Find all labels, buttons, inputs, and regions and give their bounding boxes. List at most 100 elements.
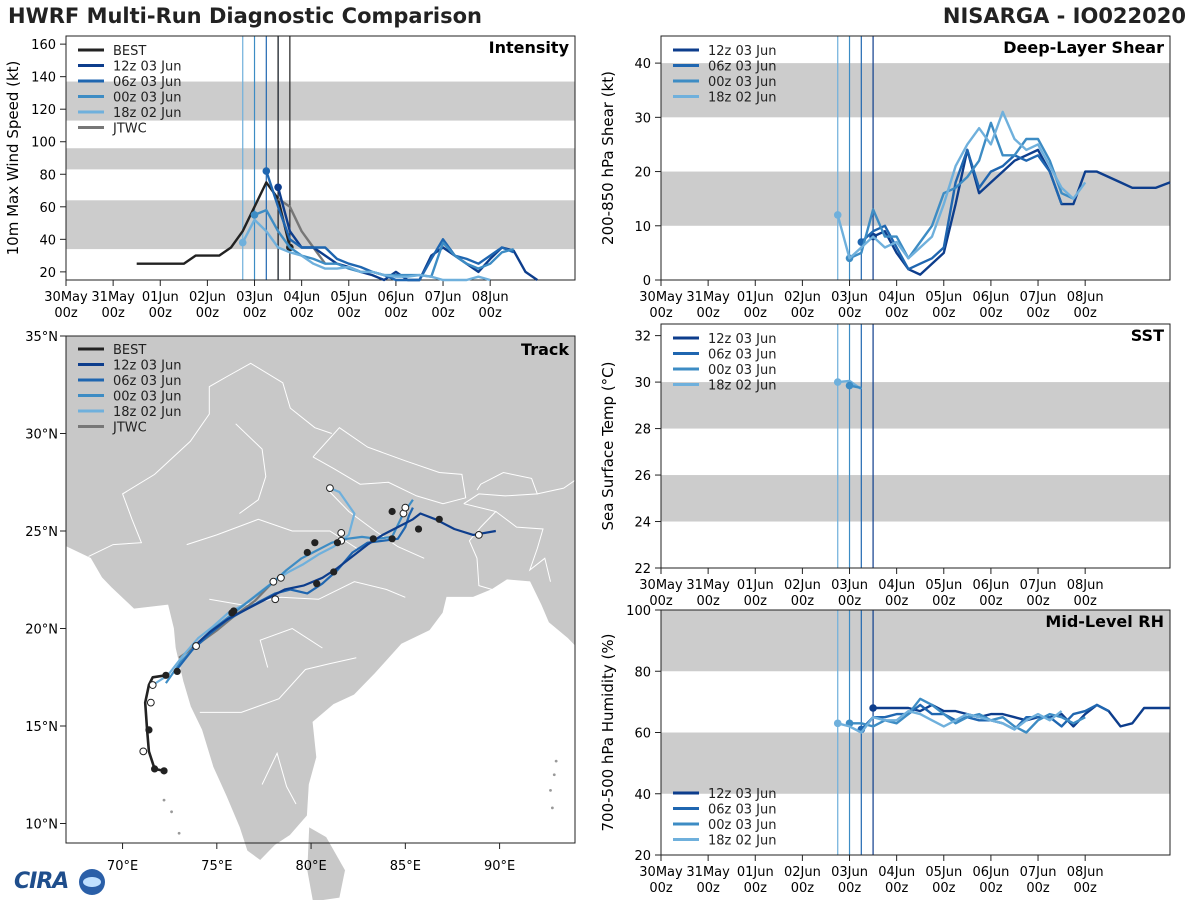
series-line-r18 [837,709,1063,734]
x-tick-label: 00z [1026,881,1050,896]
track-point-12z [326,484,334,493]
x-tick-label: 00z [744,306,768,321]
legend-label: 00z 03 Jun [113,91,182,106]
x-tick-label: 06Jun [972,290,1009,305]
shaded-band [661,610,1170,672]
x-tick-label: 03Jun [236,290,273,305]
x-tick-label: 00z [1073,594,1097,609]
track-point-0z [333,539,342,547]
x-tick-label: 00z [838,881,862,896]
x-tick-label: 03Jun [831,290,868,305]
shaded-band [66,200,575,250]
legend-label: 12z 03 Jun [708,787,777,802]
y-tick-label: 60 [39,201,56,216]
shaded-band [661,171,1170,226]
x-tick-label: 05Jun [925,290,962,305]
country-border [329,491,425,559]
x-tick-label: 01Jun [737,865,774,880]
track-point-0z [303,548,311,557]
country-border [235,423,267,514]
shaded-band [661,382,1170,429]
series-line-r06 [265,170,515,282]
legend-label: 00z 03 Jun [708,363,777,378]
shaded-band [66,148,575,170]
country-border [199,657,357,713]
x-tick-label: 00z [431,306,455,321]
lon-tick-label: 80°E [295,859,326,874]
y-tick-label: 80 [634,665,651,680]
y-axis-label: 700-500 hPa Humidity (%) [599,633,617,831]
x-tick-label: 06Jun [972,578,1009,593]
intensity-frame [65,35,576,281]
series-line-r18 [241,218,491,282]
track-point-0z [173,667,181,676]
track-point-12z [337,529,346,537]
island [552,773,556,777]
island [550,806,554,810]
legend-label: JTWC [112,122,147,137]
y-tick-label: 100 [626,604,651,619]
y-tick-label: 28 [634,423,651,438]
sst-panel: 22242628303230May00z31May00z01Jun00z02Ju… [599,323,1171,609]
lon-tick-label: 70°E [107,859,138,874]
y-tick-label: 100 [31,136,56,151]
y-axis-label: Sea Surface Temp (°C) [599,361,617,530]
x-tick-label: 05Jun [330,290,367,305]
x-tick-label: 08Jun [1067,578,1104,593]
x-tick-label: 00z [791,881,815,896]
track-point-0z [388,507,396,516]
y-tick-label: 40 [634,57,651,72]
track-point-0z [414,525,423,533]
x-tick-label: 00z [932,306,956,321]
island [170,810,173,814]
legend-label: 18z 02 Jun [708,834,777,849]
x-tick-label: 00z [384,306,408,321]
legend-label: BEST [113,44,146,59]
x-tick-label: 00z [196,306,220,321]
y-tick-label: 30 [634,376,651,391]
country-border [261,751,297,805]
lon-tick-label: 90°E [484,859,515,874]
x-tick-label: 00z [337,306,361,321]
y-tick-label: 32 [634,330,651,345]
panel-title: Track [521,340,569,359]
cira-logo-text: CIRA [14,869,69,894]
track-point-12z [148,681,157,689]
legend-label: 12z 03 Jun [113,359,182,374]
x-tick-label: 03Jun [831,865,868,880]
track-point-0z [435,515,443,523]
x-tick-label: 00z [478,306,502,321]
country-border [463,471,539,505]
x-tick-label: 07Jun [425,290,462,305]
x-tick-label: 02Jun [784,578,821,593]
x-tick-label: 00z [54,306,78,321]
track-frame [65,335,576,844]
x-tick-label: 00z [649,306,673,321]
x-tick-label: 00z [979,881,1003,896]
y-tick-label: 26 [634,469,651,484]
track-point-12z [146,698,155,707]
legend-label: 06z 03 Jun [708,803,777,818]
x-tick-label: 00z [649,594,673,609]
x-tick-label: 00z [885,306,909,321]
lat-tick-label: 25°N [25,525,58,540]
x-tick-label: 02Jun [189,290,226,305]
x-tick-label: 04Jun [878,290,915,305]
x-tick-label: 05Jun [925,865,962,880]
series-line-r00 [849,121,1074,260]
x-tick-label: 00z [744,594,768,609]
series-marker-r06 [262,167,271,175]
x-tick-label: 31May [686,578,730,593]
shaded-band [661,475,1170,522]
rh-panel: 2040608010030May00z31May00z01Jun00z02Jun… [599,604,1171,896]
x-tick-label: 00z [979,306,1003,321]
legend-label: 18z 02 Jun [113,405,182,420]
country-border [312,427,467,505]
legend-label: 00z 03 Jun [113,390,182,405]
series-marker-r00 [250,211,259,219]
track-point-0z [388,535,396,543]
legend-label: 18z 02 Jun [113,106,182,121]
